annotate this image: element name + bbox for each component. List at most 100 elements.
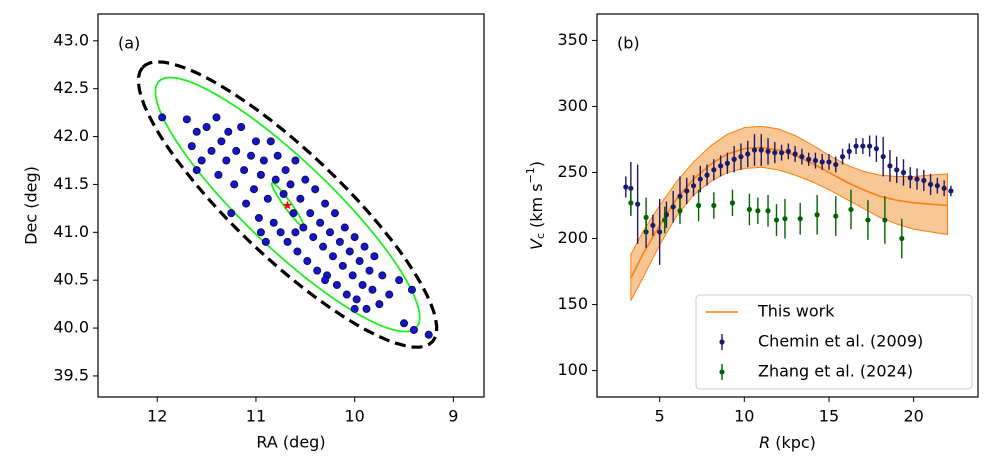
point [259, 156, 268, 165]
point [249, 185, 258, 194]
point [860, 143, 866, 149]
point [778, 150, 785, 156]
point [704, 172, 710, 178]
x-tick-label: 12 [147, 407, 167, 426]
point [350, 304, 359, 313]
point [900, 169, 907, 176]
point [224, 127, 233, 136]
point [772, 150, 778, 156]
y-tick-label: 250 [557, 162, 588, 181]
point [690, 183, 697, 189]
point [927, 181, 934, 187]
point [670, 204, 676, 210]
point [261, 237, 270, 246]
point [263, 194, 272, 203]
point [785, 148, 791, 154]
y-tick-label: 42.0 [53, 126, 89, 145]
point [350, 233, 359, 242]
point [370, 252, 379, 261]
point [321, 199, 330, 208]
point [197, 156, 206, 165]
point [283, 237, 292, 246]
point [729, 200, 736, 206]
point [718, 163, 724, 169]
point [755, 208, 761, 214]
point [894, 167, 900, 173]
point [207, 146, 216, 155]
point [745, 151, 751, 157]
point [212, 113, 221, 122]
point [941, 185, 947, 191]
point [643, 214, 649, 220]
x-axis-label: R (kpc) [759, 433, 816, 452]
point [335, 237, 344, 246]
point [222, 156, 231, 165]
point [797, 216, 803, 222]
y-tick-label: 350 [557, 30, 588, 49]
point [746, 206, 753, 213]
point [826, 159, 832, 165]
point [303, 257, 312, 266]
y-tick-label: 200 [557, 228, 588, 247]
panel-label: (a) [118, 34, 140, 53]
y-tick-label: 40.5 [53, 270, 89, 289]
point [192, 127, 201, 136]
y-axis-unit: (km s [527, 183, 546, 228]
point [375, 300, 384, 309]
panel-label: (b) [617, 34, 640, 53]
point [424, 330, 433, 339]
point [291, 156, 300, 165]
point [345, 247, 354, 256]
point [301, 175, 310, 184]
point [765, 208, 771, 214]
point [758, 147, 764, 153]
point [934, 183, 940, 189]
plot-area [623, 125, 954, 301]
point [230, 180, 239, 189]
axes-frame [596, 13, 979, 398]
point [846, 148, 852, 154]
point [187, 142, 196, 151]
point [948, 188, 954, 194]
y-axis-label: Vc (km s−1) [524, 161, 547, 250]
y-tick-label: 41.5 [53, 174, 89, 193]
point [192, 166, 201, 175]
point [254, 213, 263, 222]
x-tick-label: 10 [344, 407, 364, 426]
y-axis-label: Dec (deg) [22, 166, 41, 245]
point [358, 280, 367, 289]
y-tick-label: 40.0 [53, 318, 89, 337]
y-tick-label: 43.0 [53, 30, 89, 49]
point [340, 223, 349, 232]
plot-area [136, 60, 439, 349]
point [266, 137, 275, 146]
point [293, 247, 302, 256]
point [330, 209, 339, 218]
legend-label: This work [757, 302, 835, 321]
point [352, 295, 361, 304]
point [628, 200, 634, 206]
point [276, 228, 285, 237]
point [833, 161, 839, 168]
point [247, 151, 256, 160]
point [291, 228, 300, 237]
point [385, 290, 394, 299]
point [407, 285, 416, 294]
point [662, 217, 668, 223]
point [182, 115, 191, 124]
y-tick-label: 39.5 [53, 365, 89, 384]
point [921, 177, 927, 184]
point [914, 176, 920, 182]
point [202, 122, 211, 131]
x-tick-label: 9 [448, 407, 458, 426]
point [313, 266, 322, 275]
point [738, 154, 744, 160]
point [400, 319, 409, 328]
point [751, 147, 758, 153]
point [289, 209, 298, 218]
point [240, 166, 249, 175]
point [309, 233, 318, 242]
point [214, 170, 223, 179]
point [242, 199, 251, 208]
point [880, 154, 886, 160]
